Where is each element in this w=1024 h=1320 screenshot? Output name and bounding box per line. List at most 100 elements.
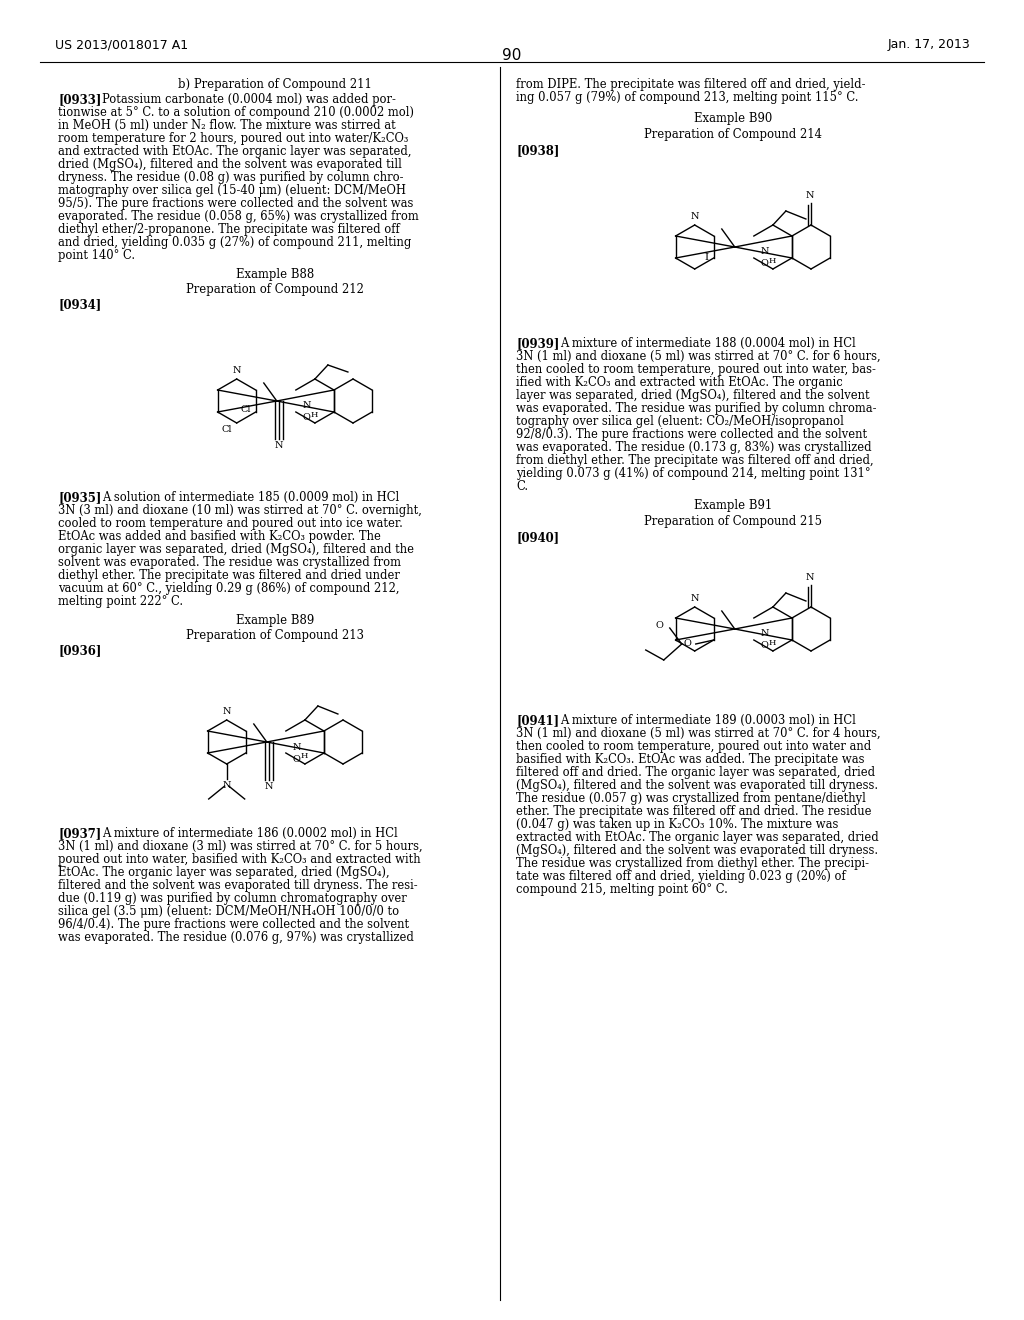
Text: N: N	[232, 366, 241, 375]
Text: silica gel (3.5 μm) (eluent: DCM/MeOH/NH₄OH 100/0/0 to: silica gel (3.5 μm) (eluent: DCM/MeOH/NH…	[58, 906, 399, 917]
Text: Example B90: Example B90	[694, 112, 772, 125]
Text: N: N	[806, 191, 814, 201]
Text: yielding 0.073 g (41%) of compound 214, melting point 131°: yielding 0.073 g (41%) of compound 214, …	[516, 467, 870, 480]
Text: tate was filtered off and dried, yielding 0.023 g (20%) of: tate was filtered off and dried, yieldin…	[516, 870, 846, 883]
Text: layer was separated, dried (MgSO₄), filtered and the solvent: layer was separated, dried (MgSO₄), filt…	[516, 389, 869, 403]
Text: H: H	[769, 257, 776, 265]
Text: Preparation of Compound 215: Preparation of Compound 215	[644, 515, 822, 528]
Text: N: N	[761, 630, 769, 639]
Text: [0934]: [0934]	[58, 298, 101, 312]
Text: 92/8/0.3). The pure fractions were collected and the solvent: 92/8/0.3). The pure fractions were colle…	[516, 428, 867, 441]
Text: was evaporated. The residue (0.076 g, 97%) was crystallized: was evaporated. The residue (0.076 g, 97…	[58, 931, 414, 944]
Text: Example B89: Example B89	[236, 614, 314, 627]
Text: due (0.119 g) was purified by column chromatography over: due (0.119 g) was purified by column chr…	[58, 892, 407, 906]
Text: was evaporated. The residue (0.173 g, 83%) was crystallized: was evaporated. The residue (0.173 g, 83…	[516, 441, 871, 454]
Text: [0935]: [0935]	[58, 491, 101, 504]
Text: 3N (1 ml) and dioxane (5 ml) was stirred at 70° C. for 4 hours,: 3N (1 ml) and dioxane (5 ml) was stirred…	[516, 727, 881, 741]
Text: (0.047 g) was taken up in K₂CO₃ 10%. The mixture was: (0.047 g) was taken up in K₂CO₃ 10%. The…	[516, 818, 839, 832]
Text: room temperature for 2 hours, poured out into water/K₂CO₃: room temperature for 2 hours, poured out…	[58, 132, 409, 145]
Text: N: N	[690, 213, 699, 220]
Text: tography over silica gel (eluent: CO₂/MeOH/isopropanol: tography over silica gel (eluent: CO₂/Me…	[516, 414, 844, 428]
Text: O: O	[303, 413, 310, 422]
Text: O: O	[293, 755, 301, 763]
Text: [0933]: [0933]	[58, 92, 101, 106]
Text: A mixture of intermediate 188 (0.0004 mol) in HCl: A mixture of intermediate 188 (0.0004 mo…	[560, 337, 856, 350]
Text: H: H	[301, 752, 308, 760]
Text: O: O	[761, 260, 769, 268]
Text: was evaporated. The residue was purified by column chroma-: was evaporated. The residue was purified…	[516, 403, 877, 414]
Text: EtOAc was added and basified with K₂CO₃ powder. The: EtOAc was added and basified with K₂CO₃ …	[58, 531, 381, 543]
Text: [0941]: [0941]	[516, 714, 559, 727]
Text: N: N	[274, 441, 283, 450]
Text: 3N (3 ml) and dioxane (10 ml) was stirred at 70° C. overnight,: 3N (3 ml) and dioxane (10 ml) was stirre…	[58, 504, 422, 517]
Text: dried (MgSO₄), filtered and the solvent was evaporated till: dried (MgSO₄), filtered and the solvent …	[58, 158, 401, 172]
Text: extracted with EtOAc. The organic layer was separated, dried: extracted with EtOAc. The organic layer …	[516, 832, 879, 843]
Text: O: O	[761, 642, 769, 651]
Text: poured out into water, basified with K₂CO₃ and extracted with: poured out into water, basified with K₂C…	[58, 853, 421, 866]
Text: dryness. The residue (0.08 g) was purified by column chro-: dryness. The residue (0.08 g) was purifi…	[58, 172, 403, 183]
Text: Preparation of Compound 213: Preparation of Compound 213	[186, 630, 364, 642]
Text: (MgSO₄), filtered and the solvent was evaporated till dryness.: (MgSO₄), filtered and the solvent was ev…	[516, 843, 879, 857]
Text: diethyl ether/2-propanone. The precipitate was filtered off: diethyl ether/2-propanone. The precipita…	[58, 223, 399, 236]
Text: then cooled to room temperature, poured out into water, bas-: then cooled to room temperature, poured …	[516, 363, 876, 376]
Text: ether. The precipitate was filtered off and dried. The residue: ether. The precipitate was filtered off …	[516, 805, 871, 818]
Text: and extracted with EtOAc. The organic layer was separated,: and extracted with EtOAc. The organic la…	[58, 145, 412, 158]
Text: EtOAc. The organic layer was separated, dried (MgSO₄),: EtOAc. The organic layer was separated, …	[58, 866, 389, 879]
Text: b) Preparation of Compound 211: b) Preparation of Compound 211	[178, 78, 372, 91]
Text: Preparation of Compound 214: Preparation of Compound 214	[644, 128, 822, 141]
Text: US 2013/0018017 A1: US 2013/0018017 A1	[55, 38, 188, 51]
Text: The residue (0.057 g) was crystallized from pentane/diethyl: The residue (0.057 g) was crystallized f…	[516, 792, 866, 805]
Text: N: N	[293, 742, 301, 751]
Text: filtered and the solvent was evaporated till dryness. The resi-: filtered and the solvent was evaporated …	[58, 879, 418, 892]
Text: C.: C.	[516, 480, 528, 492]
Text: 3N (1 ml) and dioxane (3 ml) was stirred at 70° C. for 5 hours,: 3N (1 ml) and dioxane (3 ml) was stirred…	[58, 840, 423, 853]
Text: N: N	[264, 781, 273, 791]
Text: (MgSO₄), filtered and the solvent was evaporated till dryness.: (MgSO₄), filtered and the solvent was ev…	[516, 779, 879, 792]
Text: evaporated. The residue (0.058 g, 65%) was crystallized from: evaporated. The residue (0.058 g, 65%) w…	[58, 210, 419, 223]
Text: H: H	[769, 639, 776, 647]
Text: Potassium carbonate (0.0004 mol) was added por-: Potassium carbonate (0.0004 mol) was add…	[102, 92, 396, 106]
Text: [0936]: [0936]	[58, 644, 101, 657]
Text: O: O	[655, 622, 664, 631]
Text: Example B91: Example B91	[694, 499, 772, 512]
Text: solvent was evaporated. The residue was crystallized from: solvent was evaporated. The residue was …	[58, 556, 401, 569]
Text: N: N	[690, 594, 699, 603]
Text: O: O	[684, 639, 692, 648]
Text: melting point 222° C.: melting point 222° C.	[58, 595, 183, 609]
Text: A solution of intermediate 185 (0.0009 mol) in HCl: A solution of intermediate 185 (0.0009 m…	[102, 491, 399, 504]
Text: and dried, yielding 0.035 g (27%) of compound 211, melting: and dried, yielding 0.035 g (27%) of com…	[58, 236, 412, 249]
Text: from diethyl ether. The precipitate was filtered off and dried,: from diethyl ether. The precipitate was …	[516, 454, 873, 467]
Text: [0937]: [0937]	[58, 828, 101, 840]
Text: then cooled to room temperature, poured out into water and: then cooled to room temperature, poured …	[516, 741, 871, 752]
Text: [0938]: [0938]	[516, 144, 559, 157]
Text: A mixture of intermediate 186 (0.0002 mol) in HCl: A mixture of intermediate 186 (0.0002 mo…	[102, 828, 397, 840]
Text: organic layer was separated, dried (MgSO₄), filtered and the: organic layer was separated, dried (MgSO…	[58, 543, 414, 556]
Text: A mixture of intermediate 189 (0.0003 mol) in HCl: A mixture of intermediate 189 (0.0003 mo…	[560, 714, 856, 727]
Text: [0939]: [0939]	[516, 337, 559, 350]
Text: ified with K₂CO₃ and extracted with EtOAc. The organic: ified with K₂CO₃ and extracted with EtOA…	[516, 376, 843, 389]
Text: Cl: Cl	[241, 405, 251, 414]
Text: 3N (1 ml) and dioxane (5 ml) was stirred at 70° C. for 6 hours,: 3N (1 ml) and dioxane (5 ml) was stirred…	[516, 350, 881, 363]
Text: N: N	[806, 573, 814, 582]
Text: in MeOH (5 ml) under N₂ flow. The mixture was stirred at: in MeOH (5 ml) under N₂ flow. The mixtur…	[58, 119, 395, 132]
Text: from DIPE. The precipitate was filtered off and dried, yield-: from DIPE. The precipitate was filtered …	[516, 78, 865, 91]
Text: [0940]: [0940]	[516, 531, 559, 544]
Text: Preparation of Compound 212: Preparation of Compound 212	[186, 282, 364, 296]
Text: 95/5). The pure fractions were collected and the solvent was: 95/5). The pure fractions were collected…	[58, 197, 414, 210]
Text: cooled to room temperature and poured out into ice water.: cooled to room temperature and poured ou…	[58, 517, 402, 531]
Text: N: N	[761, 248, 769, 256]
Text: N: N	[222, 708, 231, 715]
Text: tionwise at 5° C. to a solution of compound 210 (0.0002 mol): tionwise at 5° C. to a solution of compo…	[58, 106, 414, 119]
Text: Jan. 17, 2013: Jan. 17, 2013	[887, 38, 970, 51]
Text: basified with K₂CO₃. EtOAc was added. The precipitate was: basified with K₂CO₃. EtOAc was added. Th…	[516, 752, 864, 766]
Text: The residue was crystallized from diethyl ether. The precipi-: The residue was crystallized from diethy…	[516, 857, 869, 870]
Text: diethyl ether. The precipitate was filtered and dried under: diethyl ether. The precipitate was filte…	[58, 569, 400, 582]
Text: 96/4/0.4). The pure fractions were collected and the solvent: 96/4/0.4). The pure fractions were colle…	[58, 917, 410, 931]
Text: N: N	[303, 401, 311, 411]
Text: Example B88: Example B88	[236, 268, 314, 281]
Text: Cl: Cl	[221, 425, 231, 434]
Text: vacuum at 60° C., yielding 0.29 g (86%) of compound 212,: vacuum at 60° C., yielding 0.29 g (86%) …	[58, 582, 399, 595]
Text: I: I	[705, 253, 709, 263]
Text: point 140° C.: point 140° C.	[58, 249, 135, 261]
Text: filtered off and dried. The organic layer was separated, dried: filtered off and dried. The organic laye…	[516, 766, 876, 779]
